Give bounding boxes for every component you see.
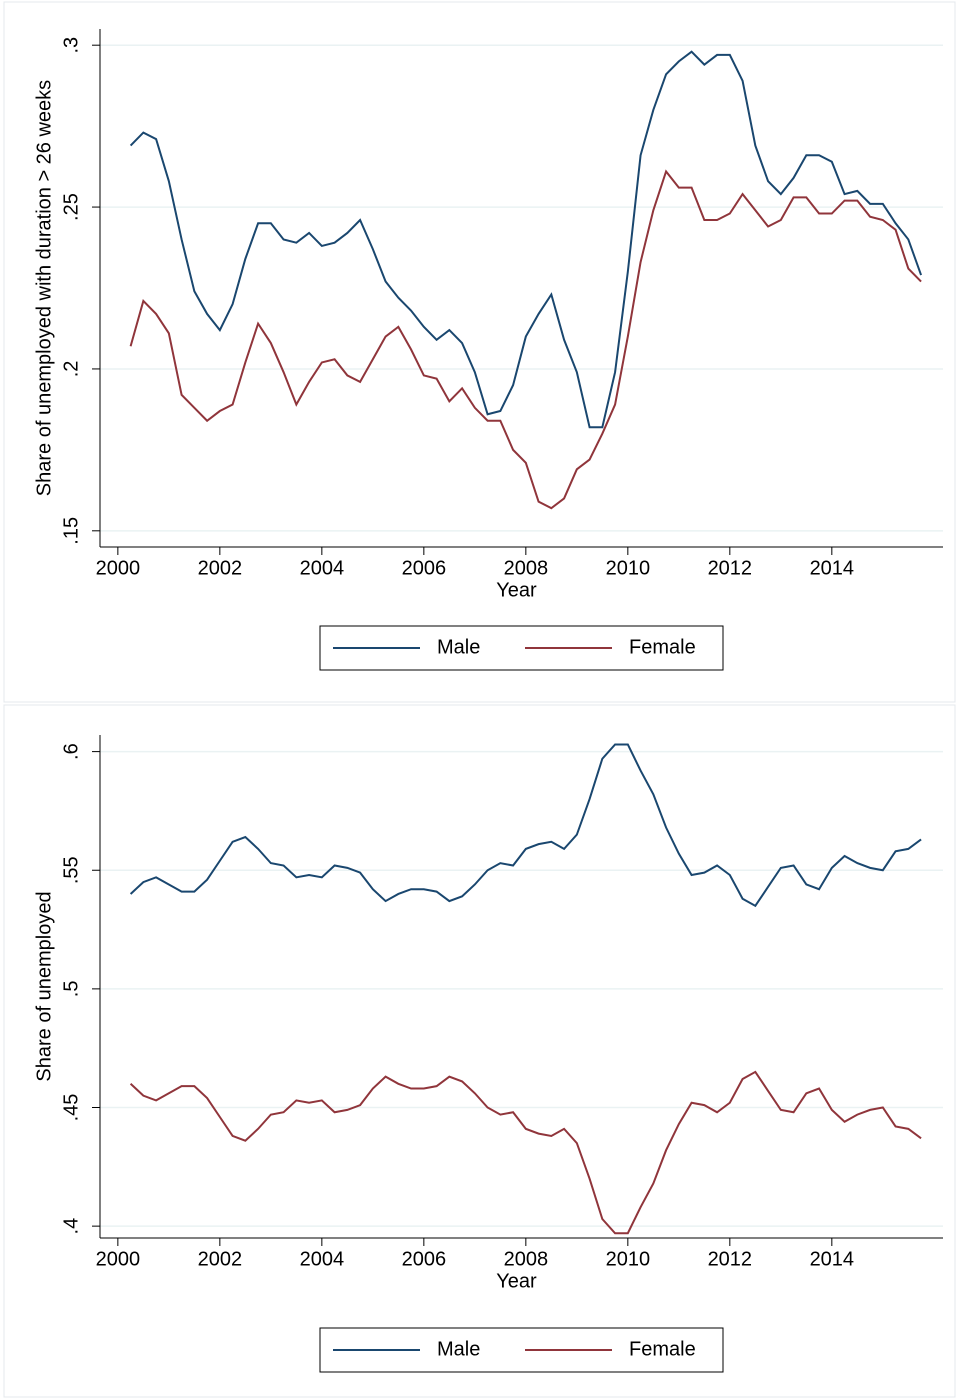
legend-label: Female	[629, 636, 696, 658]
x-tick-label: 2006	[402, 557, 447, 579]
series-line	[129, 50, 923, 429]
x-tick-label: 2014	[810, 557, 855, 579]
x-axis-label: Year	[496, 579, 537, 601]
x-axis-label: Year	[496, 1270, 537, 1292]
x-tick-label: 2000	[96, 1248, 141, 1270]
y-tick-label: .2	[60, 361, 82, 378]
x-tick-label: 2002	[198, 1248, 243, 1270]
legend-label: Female	[629, 1338, 696, 1360]
y-tick-label: .55	[60, 856, 82, 884]
y-tick-label: .4	[60, 1218, 82, 1235]
y-axis-label: Share of unemployed	[33, 891, 55, 1081]
series-line	[129, 1070, 922, 1235]
x-tick-label: 2008	[504, 557, 549, 579]
x-tick-label: 2004	[300, 557, 345, 579]
series-line	[129, 169, 922, 510]
x-tick-label: 2010	[606, 557, 651, 579]
y-tick-label: .45	[60, 1094, 82, 1122]
y-tick-label: .5	[60, 981, 82, 998]
x-tick-label: 2004	[300, 1248, 345, 1270]
legend-label: Male	[437, 636, 480, 658]
x-tick-label: 2014	[810, 1248, 855, 1270]
x-tick-label: 2012	[708, 1248, 753, 1270]
x-tick-label: 2006	[402, 1248, 447, 1270]
x-tick-label: 2000	[96, 557, 141, 579]
y-tick-label: .15	[60, 517, 82, 545]
y-tick-label: .3	[60, 37, 82, 54]
x-tick-label: 2002	[198, 557, 243, 579]
x-tick-label: 2010	[606, 1248, 651, 1270]
y-tick-label: .6	[60, 743, 82, 760]
x-tick-label: 2008	[504, 1248, 549, 1270]
y-axis-label: Share of unemployed with duration > 26 w…	[33, 80, 55, 496]
series-line	[129, 743, 922, 908]
panel-frame	[3, 1, 956, 703]
x-tick-label: 2012	[708, 557, 753, 579]
panel-frame	[3, 704, 956, 1398]
y-tick-label: .25	[60, 193, 82, 221]
legend-label: Male	[437, 1338, 480, 1360]
